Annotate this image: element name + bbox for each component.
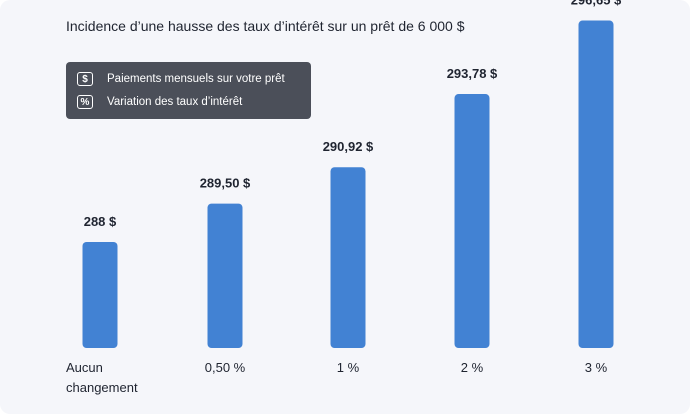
data-label: 296,65 $ xyxy=(571,0,622,8)
x-tick-label: 3 % xyxy=(585,360,608,375)
bar xyxy=(454,94,490,348)
data-label: 289,50 $ xyxy=(200,176,251,191)
dollar-icon: $ xyxy=(77,72,93,86)
legend: $ Paiements mensuels sur votre prêt % Va… xyxy=(66,62,311,119)
x-tick-label: Aucun xyxy=(66,360,103,375)
data-label: 288 $ xyxy=(84,214,117,229)
percent-icon: % xyxy=(77,95,93,109)
legend-label: Variation des taux d’intérêt xyxy=(107,96,243,108)
bar xyxy=(578,20,614,349)
bar xyxy=(82,242,118,348)
x-tick-label: 1 % xyxy=(337,360,360,375)
chart-title: Incidence d’une hausse des taux d’intérê… xyxy=(66,18,465,34)
bar xyxy=(207,203,243,348)
x-tick-label: 0,50 % xyxy=(205,360,246,375)
legend-item-rate-change: % Variation des taux d’intérêt xyxy=(77,93,242,111)
x-tick-label: 2 % xyxy=(461,360,484,375)
data-label: 293,78 $ xyxy=(447,66,498,81)
bar xyxy=(330,167,366,348)
data-label: 290,92 $ xyxy=(323,139,374,154)
legend-item-payments: $ Paiements mensuels sur votre prêt xyxy=(77,70,285,88)
x-tick-label: changement xyxy=(66,380,138,395)
legend-label: Paiements mensuels sur votre prêt xyxy=(107,73,285,85)
